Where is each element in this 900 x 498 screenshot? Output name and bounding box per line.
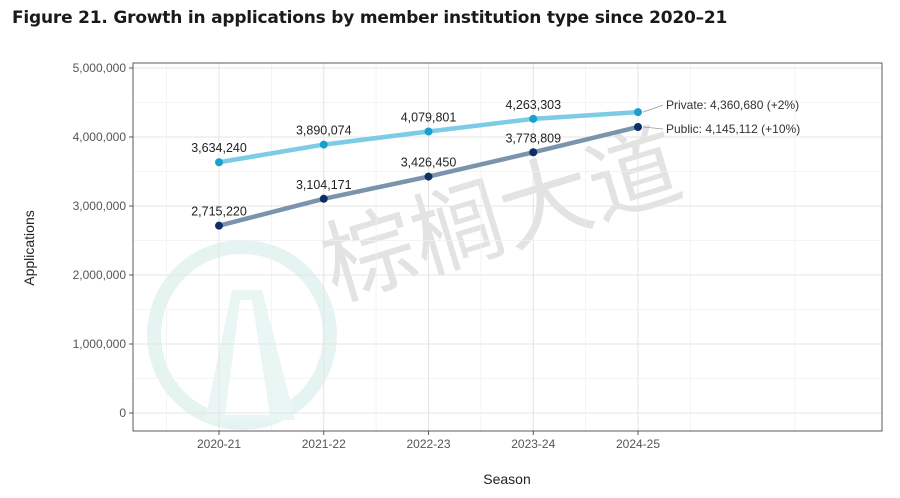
- y-tick-label: 1,000,000: [73, 337, 127, 351]
- series-point-private: [215, 158, 223, 167]
- series-point-private: [634, 108, 642, 117]
- x-tick-label: 2024-25: [616, 437, 660, 451]
- data-label-public: 3,426,450: [401, 156, 457, 170]
- x-tick-label: 2021-22: [302, 437, 346, 451]
- x-tick-label: 2020-21: [197, 437, 241, 451]
- y-tick-label: 2,000,000: [73, 268, 127, 282]
- series-point-public: [319, 194, 328, 203]
- data-label-private: 3,634,240: [191, 141, 247, 155]
- end-label-private: Private: 4,360,680 (+2%): [666, 98, 799, 112]
- y-tick-label: 3,000,000: [73, 199, 127, 213]
- x-axis-title: Season: [483, 471, 530, 487]
- series-point-public: [634, 122, 642, 131]
- series-point-private: [529, 114, 538, 123]
- series-point-public: [529, 148, 538, 157]
- series-point-public: [424, 172, 433, 181]
- y-tick-label: 0: [119, 406, 126, 420]
- data-label-private: 3,890,074: [296, 124, 352, 138]
- end-label-leader-public: [642, 126, 664, 130]
- series-point-private: [319, 140, 328, 149]
- data-label-public: 3,778,809: [505, 131, 561, 145]
- series-point-public: [215, 221, 223, 230]
- x-tick-label: 2023-24: [511, 437, 555, 451]
- watermark-text: 棕榈大道: [310, 111, 693, 321]
- road-logo-icon: [147, 240, 337, 430]
- end-label-leader-private: [642, 104, 664, 113]
- series-point-private: [424, 127, 433, 136]
- y-tick-label: 5,000,000: [73, 61, 127, 75]
- data-label-private: 4,263,303: [505, 98, 561, 112]
- y-axis-title: Applications: [21, 210, 37, 286]
- y-tick-label: 4,000,000: [73, 130, 127, 144]
- chart-title: Figure 21. Growth in applications by mem…: [12, 8, 728, 28]
- data-label-public: 2,715,220: [191, 205, 247, 219]
- end-label-public: Public: 4,145,112 (+10%): [666, 122, 800, 136]
- x-tick-label: 2022-23: [406, 437, 450, 451]
- data-label-private: 4,079,801: [401, 110, 457, 124]
- data-label-public: 3,104,171: [296, 178, 352, 192]
- plot-panel: [132, 62, 883, 432]
